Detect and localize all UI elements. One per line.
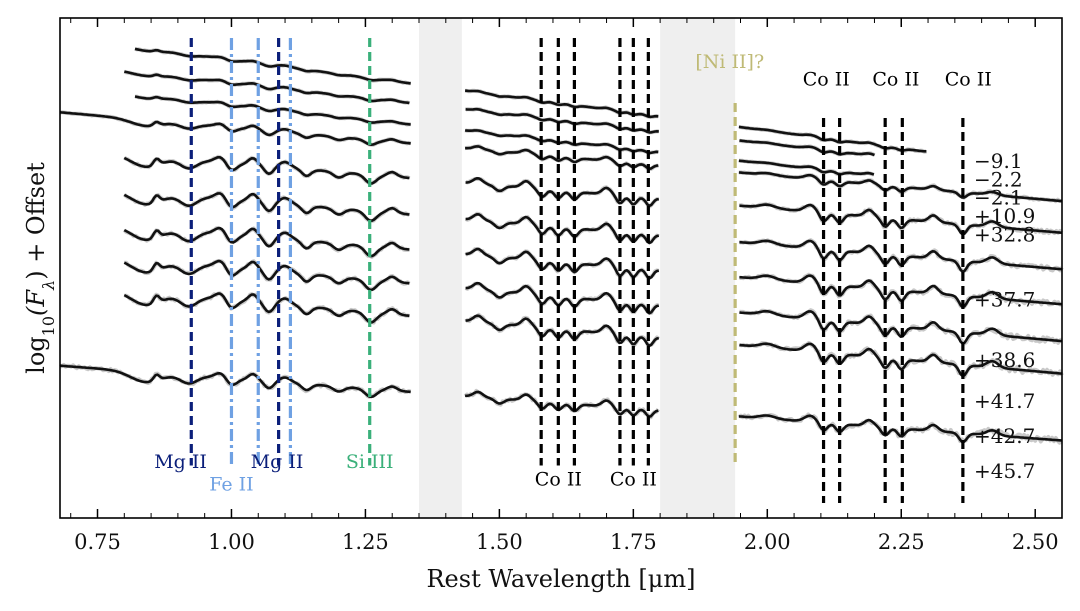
telluric-band-1 (419, 18, 462, 518)
x-tick-label-2: 1.25 (342, 530, 389, 554)
line-label-3: Si III (346, 451, 394, 473)
series-+37.7 (122, 190, 1064, 273)
series--2.2-line (465, 107, 659, 134)
series--2.1-line (738, 159, 875, 176)
x-tick-label-3: 1.50 (476, 530, 523, 554)
series-+32.8-line (123, 156, 410, 185)
epoch-label-+42.7: +42.7 (974, 424, 1035, 448)
series-+32.8-line (739, 203, 1063, 236)
epoch-label--9.1: −9.1 (974, 149, 1023, 173)
series--9.1-line (464, 89, 659, 119)
line-label-8: Co II (872, 69, 919, 91)
x-tick-label-6: 2.25 (878, 530, 925, 554)
line-id-markers (189, 38, 965, 503)
x-tick-label-1: 1.00 (208, 530, 255, 554)
series-+10.9-line (59, 111, 411, 146)
series--2.2 (123, 69, 876, 157)
series-+45.7 (58, 362, 1063, 445)
series--2.1-line (465, 129, 659, 155)
x-axis-label: Rest Wavelength [μm] (426, 565, 695, 593)
epoch-label-+41.7: +41.7 (974, 389, 1035, 413)
epoch-label-+45.7: +45.7 (974, 459, 1035, 483)
series-+45.7-line (59, 364, 411, 399)
ylabel-sub1: 10 (39, 316, 58, 336)
series--9.1-line (738, 125, 927, 153)
epoch-label-+37.7: +37.7 (974, 288, 1035, 312)
series-+10.9-line (738, 171, 1062, 203)
series-+41.7 (123, 259, 1063, 346)
series-+32.8 (123, 154, 1064, 236)
series--2.2-line (124, 70, 410, 105)
epoch-label-+32.8: +32.8 (974, 223, 1035, 247)
series-+10.9-line (465, 145, 659, 170)
series-+41.7-line (123, 259, 410, 292)
series-+42.7 (123, 291, 1064, 379)
x-tick-label-5: 2.00 (744, 530, 791, 554)
series--2.2-line (739, 139, 875, 157)
line-label-9: Co II (945, 69, 992, 91)
epoch-label--2.2: −2.2 (974, 168, 1023, 192)
series-+38.6 (122, 225, 1063, 309)
ylabel-pre: log (22, 336, 50, 374)
series-+38.6-line (739, 274, 1063, 309)
x-tick-label-4: 1.75 (610, 530, 657, 554)
series-+42.7-line (739, 342, 1063, 378)
series--2.1-line (134, 95, 411, 126)
epoch-label-+10.9: +10.9 (974, 204, 1035, 228)
telluric-bands (419, 18, 736, 518)
ylabel-post: ) + Offset (22, 162, 50, 280)
series-+38.6-line (123, 226, 410, 258)
series-+10.9 (59, 110, 1062, 204)
line-label-7: Co II (803, 69, 850, 91)
y-axis-label: log10(Fλ) + Offset (22, 162, 58, 374)
line-label-2: Mg II (251, 451, 304, 473)
series--9.1-line (134, 47, 411, 85)
telluric-band-2 (660, 18, 736, 518)
ylabel-sub2: λ (39, 280, 58, 291)
ylabel-mid: (F (22, 289, 50, 316)
series-+41.7-line (465, 281, 660, 315)
series-+37.7-line (465, 213, 660, 245)
series-+45.7-line (465, 390, 659, 418)
series-+38.6-line (465, 247, 660, 280)
series-+32.8-line (465, 177, 660, 208)
line-label-0: Mg II (154, 451, 207, 473)
epoch-label--2.1: −2.1 (974, 186, 1023, 210)
x-tick-label-7: 2.50 (1012, 530, 1059, 554)
plot-frame (59, 17, 1063, 519)
line-label-5: Co II (610, 469, 657, 491)
series-+41.7-line (739, 309, 1063, 345)
series-+37.7-line (123, 192, 410, 222)
series-+41.7-noise (739, 308, 1063, 346)
epoch-labels: −9.1−2.2−2.1+10.9+32.8 +37.7 +38.6 +41.7 +42… (974, 149, 1035, 483)
line-label-4: Co II (535, 469, 582, 491)
series-+45.7-line (738, 414, 1062, 444)
series-+41.7-noise (124, 259, 411, 292)
spectra-series (58, 46, 1064, 445)
line-label-6: [Ni II]? (695, 51, 764, 73)
line-label-1: Fe II (209, 474, 253, 496)
epoch-label-+38.6: +38.6 (974, 348, 1035, 372)
series-+42.7-line (465, 314, 660, 348)
series-+37.7-line (739, 239, 1063, 273)
series--2.1 (134, 94, 875, 177)
series--9.1 (134, 46, 927, 154)
series-+42.7-line (123, 292, 410, 324)
x-tick-label-0: 0.75 (74, 530, 121, 554)
x-axis-ticks: 0.75 1.00 1.25 1.50 1.75 2.00 2.25 2.50 (70, 18, 1063, 554)
